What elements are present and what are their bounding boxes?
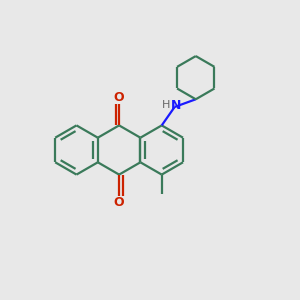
Text: O: O: [114, 91, 124, 104]
Text: N: N: [171, 99, 181, 112]
Text: H: H: [161, 100, 170, 110]
Text: O: O: [114, 196, 124, 209]
